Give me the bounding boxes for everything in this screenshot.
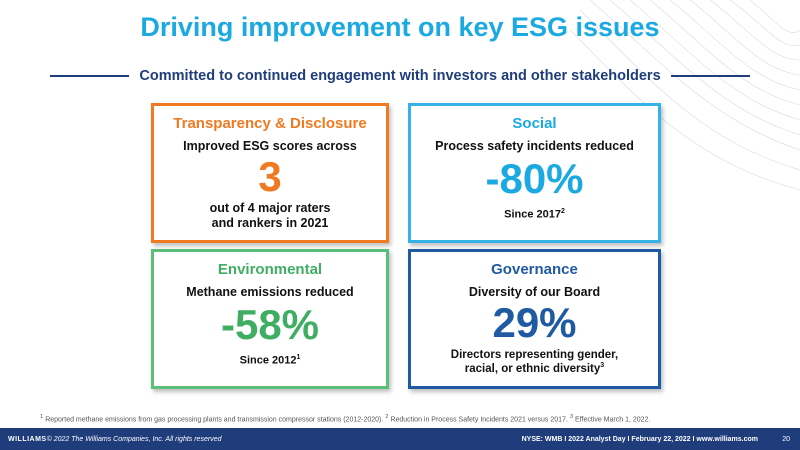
footnote-text: Effective March 1, 2022. bbox=[573, 416, 651, 424]
card-detail-line-1: out of 4 major raters bbox=[209, 201, 331, 215]
card-metric: 3 bbox=[258, 153, 282, 200]
decorative-wave-lines bbox=[570, 0, 800, 191]
card-since: Since 20172 bbox=[411, 208, 658, 221]
detail-text: racial, or ethnic diversity bbox=[464, 362, 601, 375]
subtitle-rule-right bbox=[670, 75, 751, 77]
footnote-marker: 2 bbox=[385, 414, 389, 420]
card-heading: Social bbox=[512, 115, 557, 132]
card-detail-line-1: Directors representing gender, bbox=[450, 349, 619, 361]
card-detail-line-2: racial, or ethnic diversity3 bbox=[411, 362, 658, 375]
card-metric: -58% bbox=[220, 301, 320, 348]
footnote-ref: 3 bbox=[600, 362, 605, 369]
slide-title: Driving improvement on key ESG issues bbox=[140, 12, 660, 42]
brand-name: WILLIAMS bbox=[8, 435, 47, 443]
footnotes: 1 Reported methane emissions from gas pr… bbox=[40, 414, 650, 423]
footnote-marker: 1 bbox=[40, 414, 44, 420]
event-info: NYSE: WMB I 2022 Analyst Day I February … bbox=[521, 435, 758, 443]
subtitle-banner: Committed to continued engagement with i… bbox=[50, 66, 751, 86]
card-metric: 29% bbox=[492, 299, 577, 346]
page-number: 20 bbox=[782, 435, 790, 443]
card-heading: Governance bbox=[491, 261, 578, 278]
footnote-ref: 1 bbox=[296, 354, 301, 361]
card-description: Diversity of our Board bbox=[468, 285, 601, 299]
footnote-marker: 3 bbox=[569, 414, 574, 420]
card-heading: Transparency & Disclosure bbox=[173, 115, 367, 132]
card-environmental: Environmental Methane emissions reduced … bbox=[151, 249, 389, 389]
card-metric: -80% bbox=[485, 155, 584, 202]
card-social: Social Process safety incidents reduced … bbox=[408, 103, 661, 243]
since-text: Since 2017 bbox=[504, 208, 561, 221]
footnote-ref: 2 bbox=[560, 208, 565, 215]
footnote-text: Reported methane emissions from gas proc… bbox=[43, 416, 386, 424]
card-detail-line-2: and rankers in 2021 bbox=[211, 216, 329, 230]
card-governance: Governance Diversity of our Board 29% Di… bbox=[408, 249, 661, 389]
footer-bar: WILLIAMS© 2022 The Williams Companies, I… bbox=[0, 428, 800, 450]
footnote-text: Reduction in Process Safety Incidents 20… bbox=[388, 416, 570, 424]
card-description: Process safety incidents reduced bbox=[435, 139, 634, 153]
subtitle-text: Committed to continued engagement with i… bbox=[139, 68, 661, 84]
copyright-text: © 2022 The Williams Companies, Inc. All … bbox=[46, 435, 222, 443]
card-description: Methane emissions reduced bbox=[186, 285, 354, 299]
card-since: Since 20121 bbox=[154, 354, 386, 367]
card-heading: Environmental bbox=[217, 261, 323, 278]
footer-left: WILLIAMS© 2022 The Williams Companies, I… bbox=[8, 436, 221, 443]
subtitle-rule-left bbox=[50, 75, 130, 77]
since-text: Since 2012 bbox=[239, 354, 297, 367]
card-description: Improved ESG scores across bbox=[183, 139, 357, 153]
card-transparency-disclosure: Transparency & Disclosure Improved ESG s… bbox=[151, 103, 389, 243]
